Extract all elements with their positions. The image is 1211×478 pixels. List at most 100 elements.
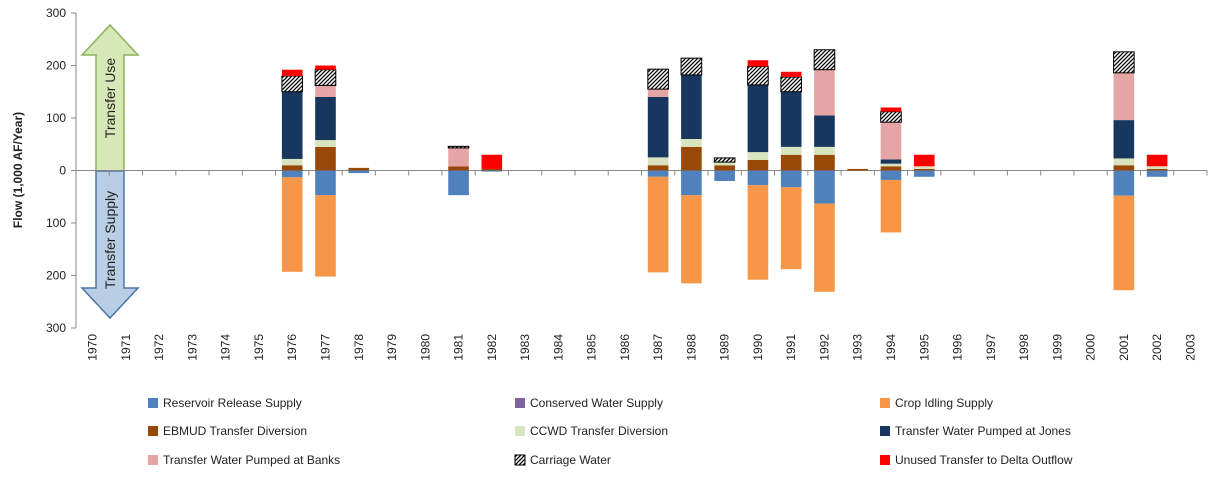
bar-segment: [747, 160, 769, 171]
x-tick-label: 1995: [917, 334, 931, 361]
bar-segment: [681, 139, 702, 147]
bar-segment: [1113, 51, 1135, 74]
legend-swatch: [148, 455, 158, 465]
legend-swatch: [880, 398, 890, 408]
bar-segment: [448, 147, 469, 167]
x-tick-label: 1974: [219, 334, 233, 361]
bar-segment: [1146, 168, 1168, 171]
bar-segment: [315, 97, 336, 141]
bar-segment: [681, 146, 702, 171]
legend-swatch: [515, 426, 525, 436]
bar-segment: [647, 157, 669, 166]
supply-arrow: [80, 170, 140, 320]
legend-label: EBMUD Transfer Diversion: [163, 424, 307, 438]
x-tick-label: 1992: [817, 334, 831, 361]
bar-segment: [880, 163, 902, 167]
x-tick-label: 1989: [718, 334, 732, 361]
bar-segment: [814, 69, 835, 116]
bar-segment: [1146, 154, 1168, 167]
bar-segment: [913, 154, 935, 167]
bar-segment: [780, 71, 802, 78]
legend-swatch: [880, 455, 890, 465]
bar-segment: [348, 170, 370, 174]
bar-segment: [747, 170, 769, 186]
bar-segment: [1113, 165, 1135, 171]
bar-segment: [314, 69, 337, 86]
bar-segment: [281, 177, 303, 272]
bar-segment: [780, 91, 802, 147]
legend-label: CCWD Transfer Diversion: [530, 424, 668, 438]
bar-segment: [281, 75, 304, 93]
x-tick-label: 1997: [984, 334, 998, 361]
bar-segment: [1113, 120, 1135, 159]
legend-swatch: [148, 398, 158, 408]
bar-segment: [315, 65, 336, 70]
bar-segment: [281, 91, 303, 159]
bar-segment: [880, 179, 902, 233]
bar-segment: [680, 57, 703, 76]
bar-segment: [315, 140, 336, 147]
bar-segment: [681, 170, 702, 196]
bar-segment: [880, 122, 902, 160]
x-tick-label: 1990: [751, 334, 765, 361]
bar-segment: [880, 159, 902, 164]
bar-segment: [780, 154, 802, 171]
y-tick-label: 200: [46, 269, 66, 283]
bar-segment: [647, 165, 669, 171]
bar-segment: [780, 170, 802, 188]
x-tick-label: 1987: [651, 334, 665, 361]
bar-segment: [880, 111, 902, 123]
bar-segment: [481, 154, 503, 169]
bar-segment: [714, 162, 735, 166]
bar-segment: [747, 60, 769, 67]
bar-segment: [681, 74, 702, 139]
bar-segment: [814, 203, 835, 292]
x-tick-label: 2001: [1117, 334, 1131, 361]
bar-segment: [1113, 195, 1135, 291]
bar-segment: [780, 76, 803, 93]
x-tick-label: 1972: [152, 334, 166, 361]
x-tick-label: 1985: [585, 334, 599, 361]
x-tick-label: 1999: [1050, 334, 1064, 361]
x-tick-label: 2003: [1183, 334, 1197, 361]
bar-segment: [447, 145, 470, 149]
x-tick-label: 2000: [1084, 334, 1098, 361]
bar-segment: [814, 170, 835, 204]
bar-segment: [1146, 166, 1168, 169]
x-tick-label: 1978: [352, 334, 366, 361]
bar-segment: [913, 166, 935, 169]
bar-segment: [880, 107, 902, 112]
x-tick-label: 1984: [551, 334, 565, 361]
legend-label: Transfer Water Pumped at Banks: [163, 453, 340, 467]
bar-segment: [814, 154, 835, 171]
x-tick-label: 1993: [851, 334, 865, 361]
x-tick-label: 1976: [285, 334, 299, 361]
legend-swatch: [514, 454, 526, 466]
bar-segment: [847, 168, 869, 171]
bar-segment: [1146, 170, 1168, 177]
x-tick-label: 2002: [1150, 334, 1164, 361]
bar-segment: [281, 69, 303, 76]
legend-swatch: [148, 426, 158, 436]
legend-label: Reservoir Release Supply: [163, 396, 302, 410]
legend-label: Transfer Water Pumped at Jones: [895, 424, 1071, 438]
annotation: Transfer Use: [102, 58, 118, 139]
bar-segment: [281, 170, 303, 178]
x-tick-label: 1980: [418, 334, 432, 361]
bar-segment: [647, 176, 669, 273]
bar-segment: [647, 89, 669, 97]
x-tick-label: 1983: [518, 334, 532, 361]
x-tick-label: 1981: [452, 334, 466, 361]
bar-segment: [714, 165, 735, 171]
x-tick-label: 1996: [951, 334, 965, 361]
bar-segment: [780, 187, 802, 270]
bar-segment: [281, 158, 303, 166]
x-tick-label: 1991: [784, 334, 798, 361]
y-tick-label: 300: [46, 6, 66, 20]
x-tick-label: 1994: [884, 334, 898, 361]
x-tick-label: 1979: [385, 334, 399, 361]
legend-swatch: [515, 398, 525, 408]
y-tick-label: 100: [46, 111, 66, 125]
bar-segment: [481, 168, 503, 171]
